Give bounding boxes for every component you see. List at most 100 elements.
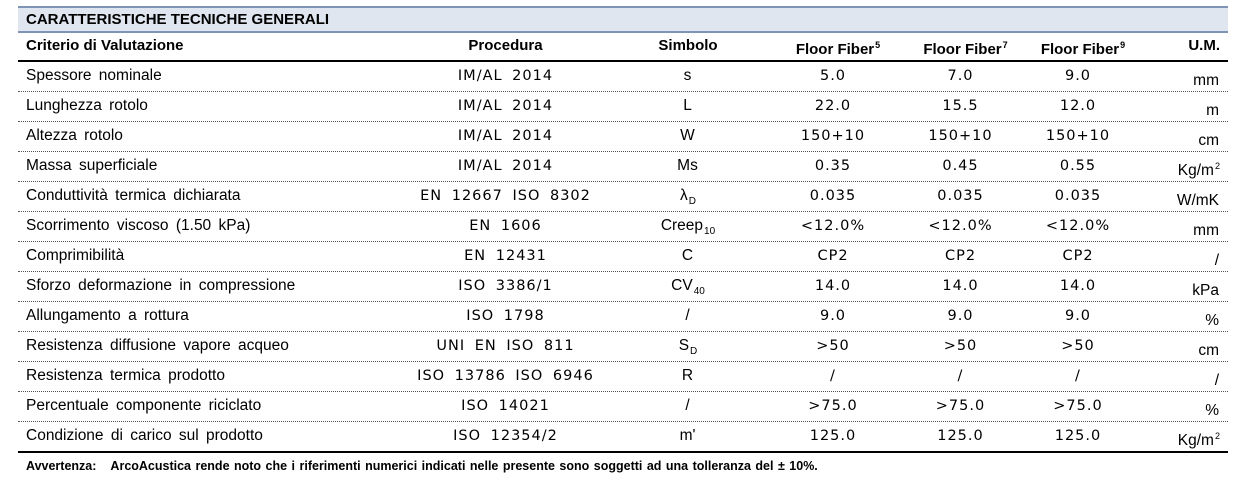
cell-procedura: EN 12431 [464,248,547,264]
cell-floor-fiber-9: CP2 [1062,248,1094,264]
cell-simbolo-main: / [685,307,690,324]
cell-um: cm [1138,122,1228,151]
disclaimer-note: Avvertenza: ArcoAcustica rende noto che … [18,459,1228,473]
cell-floor-fiber-5: 150+10 [800,128,866,144]
cell-um-main: cm [1198,342,1219,360]
cell-procedura: UNI EN ISO 811 [436,338,575,354]
header-floor-fiber-7-label: Floor Fiber [923,41,1002,58]
cell-floor-fiber-7: 9.0 [947,308,974,324]
table-row: Sforzo deformazione in compressione ISO 3… [18,272,1228,302]
cell-floor-fiber-7: 0.45 [942,158,979,174]
cell-procedura: ISO 14021 [461,398,550,414]
header-floor-fiber-5-label: Floor Fiber [795,41,875,58]
cell-um-main: / [1214,252,1219,270]
cell-floor-fiber-9: >50 [1061,338,1095,354]
cell-simbolo-main: CV [671,277,693,294]
cell-simbolo-main: λ [680,187,688,204]
table-row: Resistenza diffusione vapore acqueo UNI E… [18,332,1228,362]
cell-simbolo: CV40 [613,272,763,301]
table-row: Lunghezza rotolo IM/AL 2014 L 22.0 15.5 12.0 m [18,92,1228,122]
cell-simbolo: Ms [613,152,763,181]
cell-simbolo: λD [613,182,763,211]
table-row: Resistenza termica prodotto ISO 13786 ISO… [18,362,1228,392]
cell-simbolo: / [613,302,763,331]
cell-procedura: ISO 12354/2 [453,428,558,444]
cell-um-main: % [1205,402,1219,420]
cell-floor-fiber-7: >50 [943,338,978,354]
cell-criterio: Lunghezza rotolo [26,97,148,114]
header-um: U.M. [1188,37,1220,54]
cell-floor-fiber-5: 5.0 [819,68,847,84]
cell-um-main: kPa [1192,282,1219,300]
cell-simbolo-main: m' [679,427,696,444]
cell-simbolo-sub: 40 [693,286,705,298]
cell-um: % [1138,302,1228,331]
cell-criterio: Resistenza diffusione vapore acqueo [26,337,289,354]
cell-procedura: IM/AL 2014 [457,98,554,114]
cell-simbolo-main: S [678,337,690,354]
cell-um-main: Kg/m [1177,162,1214,180]
cell-floor-fiber-7: 150+10 [928,128,993,144]
table-row: Allungamento a rottura ISO 1798 / 9.0 9.0 9.0… [18,302,1228,332]
cell-simbolo-main: Ms [677,157,698,174]
cell-um: W/mK [1138,182,1228,211]
cell-simbolo: W [613,122,763,151]
cell-floor-fiber-7: 125.0 [937,428,984,444]
cell-floor-fiber-9: 0.035 [1054,188,1102,204]
cell-procedura: IM/AL 2014 [457,68,554,84]
cell-floor-fiber-5: 0.035 [809,188,857,204]
cell-criterio: Conduttività termica dichiarata [26,187,241,204]
cell-floor-fiber-9: 0.55 [1059,158,1097,174]
header-floor-fiber-9-label: Floor Fiber [1040,41,1120,58]
cell-um-main: mm [1193,72,1219,90]
table-body: Spessore nominale IM/AL 2014 s 5.0 7.0 9.0 mm L… [18,62,1228,453]
cell-criterio: Condizione di carico sul prodotto [26,427,263,444]
cell-floor-fiber-9: 14.0 [1059,278,1097,294]
cell-procedura: EN 12667 ISO 8302 [420,188,591,204]
cell-procedura: EN 1606 [469,218,542,234]
cell-floor-fiber-9: >75.0 [1053,398,1103,414]
cell-criterio: Percentuale componente riciclato [26,397,262,414]
cell-um: cm [1138,332,1228,361]
cell-simbolo-sub: D [688,196,696,208]
cell-simbolo: Creep10 [613,212,763,241]
table-row: Percentuale componente riciclato ISO 1402… [18,392,1228,422]
cell-simbolo: R [613,362,763,391]
cell-simbolo: m' [613,422,763,451]
cell-floor-fiber-5: >75.0 [808,398,858,414]
cell-simbolo-main: L [683,97,692,114]
cell-simbolo-sub: 10 [704,226,716,238]
cell-floor-fiber-7: 14.0 [942,278,979,294]
cell-floor-fiber-5: 9.0 [819,308,847,324]
header-floor-fiber-9: Floor Fiber9 [1018,33,1138,60]
cell-simbolo: SD [613,332,763,361]
cell-simbolo-main: / [685,397,690,414]
cell-um-main: Kg/m [1177,432,1214,450]
disclaimer-text: ArcoAcustica rende noto che i riferiment… [110,459,818,473]
cell-procedura: ISO 3386/1 [458,278,553,294]
header-floor-fiber-5-sup: 5 [875,40,881,50]
header-floor-fiber-7: Floor Fiber7 [903,33,1018,60]
header-floor-fiber-9-sup: 9 [1120,40,1126,50]
cell-um-main: % [1205,312,1219,330]
cell-um: / [1138,242,1228,271]
table-row: Altezza rotolo IM/AL 2014 W 150+10 150+10 150… [18,122,1228,152]
cell-um-main: W/mK [1176,192,1219,210]
disclaimer-label: Avvertenza: [26,459,97,473]
cell-um-main: cm [1198,132,1219,150]
cell-floor-fiber-5: / [830,368,836,384]
cell-simbolo: / [613,392,763,421]
cell-floor-fiber-7: 7.0 [947,68,974,84]
cell-simbolo: L [613,92,763,121]
cell-um-main: / [1214,372,1219,390]
cell-criterio: Massa superficiale [26,157,158,174]
table-row: Massa superficiale IM/AL 2014 Ms 0.35 0.45 0.… [18,152,1228,182]
cell-floor-fiber-9: 150+10 [1045,128,1111,144]
header-simbolo: Simbolo [658,37,718,54]
cell-floor-fiber-9: <12.0% [1045,218,1111,234]
header-criterio: Criterio di Valutazione [26,37,184,54]
cell-um-sup: 2 [1214,161,1220,171]
technical-sheet: CARATTERISTICHE TECNICHE GENERALI Criter… [18,6,1228,473]
cell-floor-fiber-9: 125.0 [1054,428,1102,444]
cell-floor-fiber-7: >75.0 [935,398,986,414]
